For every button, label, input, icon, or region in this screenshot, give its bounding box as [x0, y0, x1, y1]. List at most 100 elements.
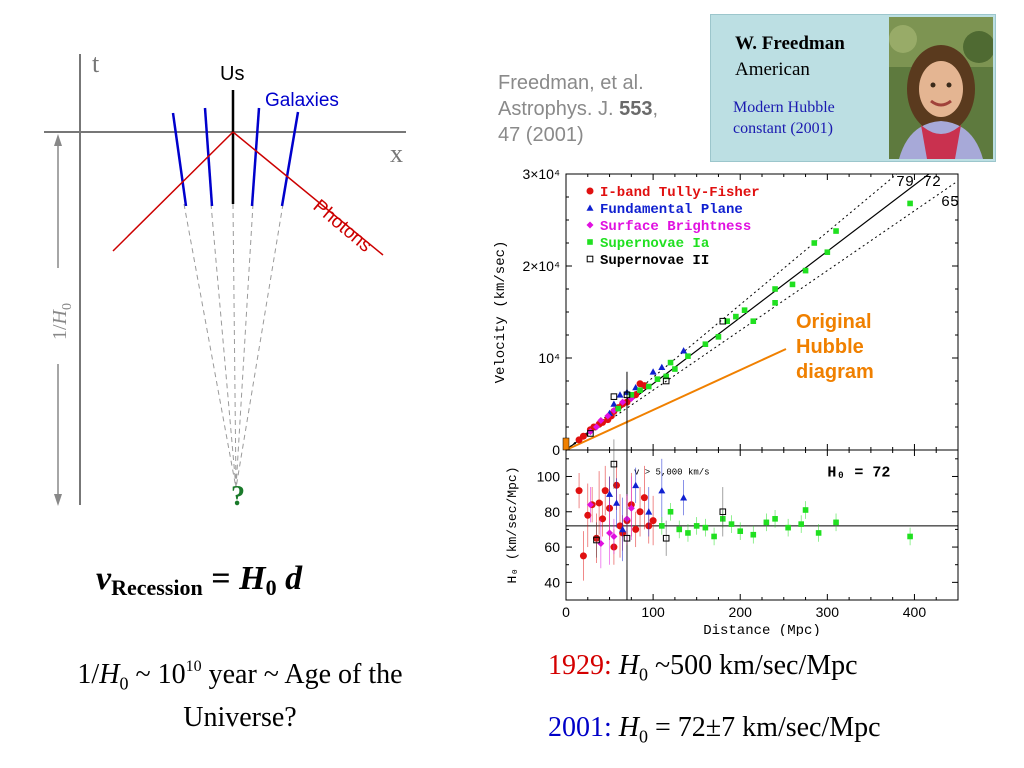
photons-label: Photons — [309, 196, 376, 257]
data-point — [737, 528, 744, 534]
data-point — [719, 508, 727, 516]
y-tick-label: 100 — [537, 468, 561, 484]
data-point — [733, 313, 739, 320]
series-surface_brightness — [586, 476, 635, 569]
data-point — [645, 383, 652, 390]
data-point — [593, 536, 600, 544]
original-hubble-data — [562, 437, 570, 451]
y-tick-label: 3×10⁴ — [522, 166, 560, 182]
legend-label: Surface Brightness — [600, 219, 751, 235]
data-point — [676, 526, 683, 533]
axis-label-gap — [48, 268, 68, 364]
data-point — [606, 529, 614, 537]
data-point — [584, 511, 592, 519]
legend-marker — [586, 221, 594, 229]
data-point — [610, 406, 618, 414]
data-point — [662, 377, 670, 385]
original-hubble-line — [565, 348, 787, 451]
x-tick-label: 400 — [903, 604, 927, 620]
x-tick-label: 0 — [562, 604, 570, 620]
data-point — [685, 353, 691, 359]
question-mark: ? — [231, 481, 245, 512]
galaxies-label: Galaxies — [265, 90, 339, 111]
data-point — [604, 412, 612, 420]
h0-panel-frame — [565, 449, 959, 601]
data-point — [599, 515, 607, 523]
data-point — [907, 533, 913, 540]
h0-panel: 0 100 200 300 400 Distance (Mpc) 40 60 80 100 H₀ (… — [505, 371, 959, 636]
x-tick-label: 300 — [816, 604, 840, 620]
person-nationality: American — [735, 59, 810, 80]
series-supernovae_ia — [615, 200, 913, 412]
data-point — [772, 516, 778, 522]
data-point — [595, 499, 603, 507]
data-point — [667, 508, 674, 515]
data-point — [658, 487, 666, 494]
y-tick-label: 80 — [544, 504, 560, 520]
data-point — [623, 534, 631, 542]
data-point — [616, 391, 624, 398]
original-hubble-label: Hubble — [796, 336, 864, 358]
citation: Freedman, et al. Astrophys. J. 553, 47 (… — [498, 72, 659, 146]
data-point — [763, 519, 770, 526]
person-description: Modern Hubble constant (2001) — [733, 99, 835, 137]
arrowhead-down — [54, 494, 62, 506]
series-supernovae_ia — [659, 501, 913, 546]
data-point — [719, 317, 727, 325]
hubble-time-label: 1/H0 — [49, 303, 75, 340]
legend-marker — [586, 187, 594, 195]
data-point — [741, 307, 748, 313]
data-point — [586, 501, 594, 509]
data-point — [587, 430, 594, 437]
legend-marker — [586, 255, 594, 263]
data-point — [702, 341, 709, 347]
data-point — [640, 494, 648, 502]
data-point — [680, 494, 688, 501]
data-point — [789, 281, 796, 288]
x-axis-label: Distance (Mpc) — [703, 623, 821, 636]
data-point — [645, 508, 653, 515]
data-point — [833, 519, 839, 526]
data-point — [658, 363, 666, 370]
data-point — [772, 286, 778, 292]
data-point — [659, 523, 665, 529]
data-point — [685, 530, 691, 536]
y-tick-label: 60 — [544, 539, 560, 555]
legend-marker — [586, 204, 594, 211]
y-axis-label: H₀ (km/sec/Mpc) — [505, 466, 520, 583]
legend-label: Supernovae Ia — [600, 236, 710, 252]
data-point — [619, 398, 627, 406]
series-fundamental_plane — [606, 458, 688, 562]
data-point — [785, 524, 791, 531]
data-point — [811, 240, 818, 246]
data-point — [579, 552, 587, 560]
data-point — [613, 499, 621, 506]
data-point — [824, 249, 831, 255]
h0-1929: 1929: H0 ~500 km/sec/Mpc — [548, 650, 858, 685]
data-point — [667, 359, 674, 366]
h0-2001: 2001: H0 = 72±7 km/sec/Mpc — [548, 712, 881, 747]
data-point — [680, 347, 688, 354]
data-point — [606, 490, 614, 497]
y-tick-label: 0 — [552, 442, 560, 458]
data-point — [610, 393, 618, 400]
data-point — [632, 525, 640, 533]
x-tick-label: 200 — [729, 604, 753, 620]
data-point — [575, 487, 583, 495]
original-hubble-label: diagram — [796, 361, 874, 383]
data-point — [610, 460, 618, 468]
series-supernovae_ii — [593, 439, 727, 570]
x-axis-label: x — [390, 139, 403, 168]
data-point — [636, 508, 644, 516]
y-tick-label: 2×10⁴ — [522, 258, 560, 274]
data-point — [802, 267, 809, 274]
h0-value-label: H₀ = 72 — [827, 464, 890, 481]
data-point — [798, 521, 804, 527]
data-point — [907, 200, 913, 207]
data-point — [702, 524, 709, 531]
arrowhead-up — [54, 134, 62, 146]
data-point — [649, 517, 657, 525]
data-point — [610, 400, 618, 407]
data-point — [597, 540, 605, 548]
